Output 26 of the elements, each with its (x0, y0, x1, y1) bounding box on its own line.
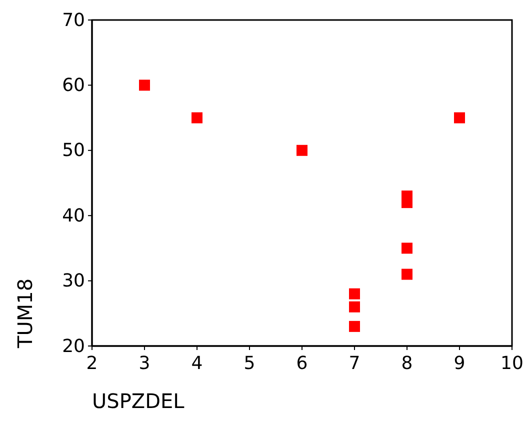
x-tick-label: 8 (401, 353, 413, 374)
x-tick-label: 5 (244, 353, 256, 374)
point (296, 144, 308, 156)
point (402, 268, 412, 280)
point (139, 80, 150, 91)
y-tick-label: 50 (62, 140, 85, 162)
y-tick-label: 20 (62, 336, 85, 357)
x-tick-label: 3 (138, 353, 150, 374)
y-tick-label: 60 (62, 74, 85, 96)
point (192, 112, 202, 124)
x-tick-label: 7 (348, 353, 360, 374)
x-tick-label: 10 (500, 353, 524, 374)
x-axis-title: USPZDEL (92, 389, 186, 413)
y-tick-label: 40 (62, 205, 85, 226)
x-tick-label: 6 (296, 353, 308, 374)
point (349, 320, 360, 332)
x-tick-label: 2 (86, 353, 98, 374)
point (349, 288, 360, 300)
y-tick-label: 30 (62, 270, 85, 292)
y-tick-label: 70 (62, 10, 85, 31)
point (402, 242, 412, 254)
x-tick-label: 4 (191, 353, 203, 374)
x-tick-label: 9 (454, 353, 466, 374)
y-axis-title: TUM18 (13, 278, 37, 349)
point (454, 112, 465, 124)
point (349, 301, 360, 312)
